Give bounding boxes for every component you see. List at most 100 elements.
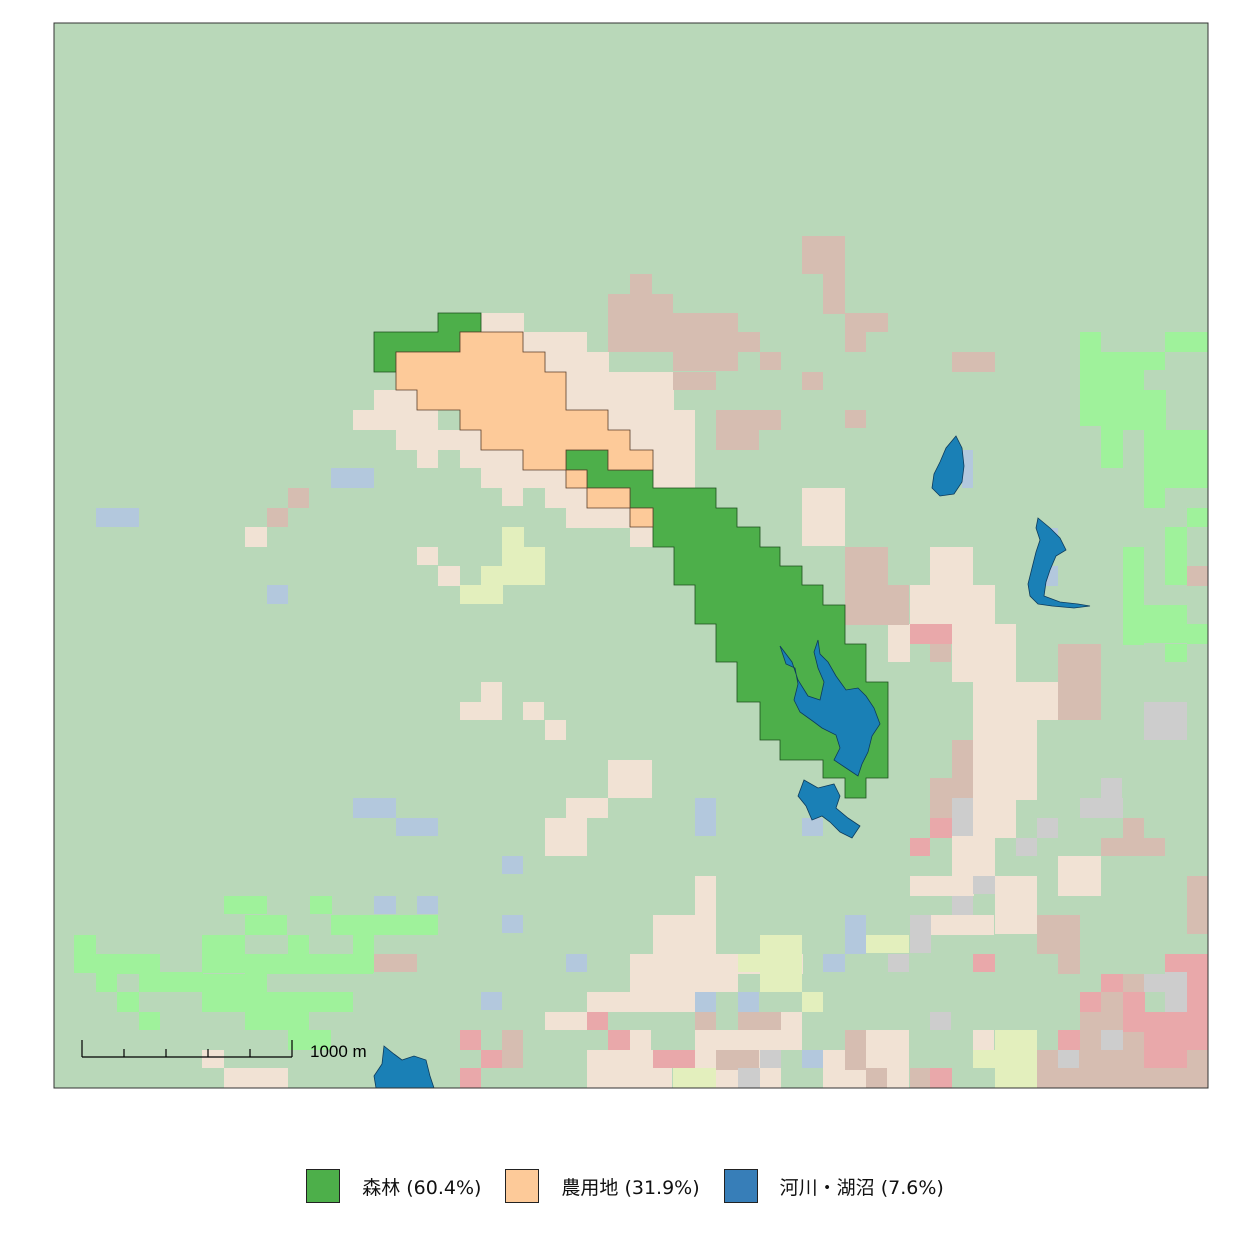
mosaic-cell-building <box>716 430 759 450</box>
mosaic-cell-other <box>888 954 909 972</box>
legend-label-farmland: 農用地 (31.9%) <box>561 1176 700 1199</box>
mosaic-cell-grass <box>1101 352 1144 430</box>
mosaic-cell-urban <box>1080 992 1101 1012</box>
mosaic-cell-urban <box>1123 992 1145 1032</box>
mosaic-cell-farmland <box>781 1012 802 1050</box>
mosaic-cell-urban <box>910 624 952 644</box>
mosaic-cell-water <box>802 818 823 836</box>
mosaic-cell-farmland <box>545 488 587 508</box>
mosaic-cell-farmland <box>1058 856 1101 896</box>
mosaic-cell-other <box>1101 778 1122 798</box>
mosaic-cell-grass <box>1165 644 1187 662</box>
mosaic-cell-building <box>845 547 888 585</box>
mosaic-cell-other <box>973 876 995 894</box>
mosaic-cell-building <box>845 410 866 428</box>
mosaic-cell-grass <box>1144 390 1166 430</box>
mosaic-cell-farmland <box>930 547 973 585</box>
mosaic-cell-building <box>1037 915 1080 954</box>
mosaic-cell-other <box>952 798 973 836</box>
legend-swatch-farmland <box>505 1169 540 1203</box>
legend-item-water: 河川・湖沼 (7.6%) <box>723 1169 944 1203</box>
mosaic-cell-farmland <box>545 818 587 856</box>
mosaic-cell-water <box>802 1050 823 1068</box>
mosaic-cell-building <box>374 954 417 972</box>
mosaic-cell-farmland <box>866 1030 909 1050</box>
mosaic-cell-farmland <box>545 352 609 372</box>
mosaic-cell-urban <box>1165 954 1208 972</box>
mosaic-cell-building <box>1058 644 1101 720</box>
mosaic-cell-wasteland <box>502 547 545 585</box>
mosaic-cell-grass <box>1187 508 1208 527</box>
mosaic-cell-farmland <box>396 430 460 450</box>
mosaic-cell-other <box>1165 972 1187 1012</box>
scale-bar-label: 1000 m <box>310 1042 367 1061</box>
mosaic-cell-building <box>608 294 673 332</box>
mosaic-cell-farmland <box>481 313 524 333</box>
mosaic-cell-grass <box>1101 430 1123 468</box>
mosaic-cell-farmland <box>353 410 438 430</box>
mosaic-cell-farmland <box>888 624 910 662</box>
mosaic-cell-other <box>1058 1050 1079 1068</box>
mosaic-cell-farmland <box>202 1050 224 1068</box>
mosaic-cell-farmland <box>523 332 587 352</box>
mosaic-cell-other <box>738 1068 760 1088</box>
mosaic-cell-farmland <box>417 450 438 468</box>
mosaic-cell-grass <box>288 1030 331 1050</box>
mosaic-cell-grass <box>1144 352 1165 370</box>
mosaic-cell-building <box>738 332 760 352</box>
mosaic-cell-water <box>396 818 438 836</box>
mosaic-cell-water <box>695 798 716 836</box>
mosaic-cell-building <box>930 644 951 662</box>
mosaic-cell-building <box>930 778 952 818</box>
mosaic-cell-farmland <box>910 585 995 625</box>
mosaic-cell-wasteland <box>738 954 760 972</box>
mosaic-cell-farmland <box>910 876 974 896</box>
mosaic-cell-building <box>695 1012 716 1030</box>
mosaic-cell-grass <box>1165 527 1187 585</box>
mosaic-cell-grass <box>331 915 438 935</box>
mosaic-cell-urban <box>587 1012 608 1030</box>
mosaic-cell-building <box>738 1012 781 1030</box>
mosaic-cell-urban <box>653 1050 695 1068</box>
mosaic-cell-grass <box>245 915 287 935</box>
mosaic-cell-wasteland <box>802 992 823 1012</box>
map-frame <box>53 22 1209 1089</box>
mosaic-cell-urban <box>930 1068 952 1088</box>
mosaic-cell-wasteland <box>673 1068 716 1088</box>
mosaic-cell-farmland <box>608 410 695 430</box>
mosaic-cell-grass <box>1187 624 1208 644</box>
mosaic-cell-grass <box>74 935 96 973</box>
mosaic-cell-urban <box>1187 972 1208 1012</box>
lake-northeast <box>931 435 965 497</box>
mosaic-cell-water <box>502 915 523 933</box>
lake-reservoir <box>779 639 881 777</box>
mosaic-cell-urban <box>1144 1050 1187 1068</box>
mosaic-cell-wasteland <box>866 935 909 953</box>
lake-small-south <box>797 779 861 839</box>
farmland-region <box>395 331 654 528</box>
mosaic-cell-grass <box>353 935 374 973</box>
mosaic-cell-farmland <box>653 450 695 488</box>
mosaic-cell-building <box>952 740 973 798</box>
mosaic-cell-farmland <box>802 488 845 546</box>
mosaic-cell-grass <box>310 896 332 914</box>
mosaic-cell-water <box>845 915 866 954</box>
mosaic-cell-urban <box>1144 1012 1208 1050</box>
mosaic-cell-grass <box>160 972 203 992</box>
mosaic-cell-grass <box>117 992 139 1012</box>
mosaic-cell-building <box>630 274 652 294</box>
mosaic-cell-grass <box>1144 488 1165 508</box>
legend-swatch-forest <box>306 1169 341 1203</box>
mosaic-cell-building <box>673 313 738 371</box>
lake-east <box>1027 517 1091 609</box>
mosaic-cell-grass <box>1144 430 1208 488</box>
mosaic-cell-building <box>845 585 909 625</box>
land-use-mosaic <box>74 236 1208 1088</box>
mosaic-cell-building <box>608 332 673 352</box>
mosaic-cell-wasteland <box>502 527 524 547</box>
mosaic-cell-building <box>1101 838 1165 856</box>
mosaic-cell-other <box>930 1012 951 1030</box>
mosaic-cell-farmland <box>608 760 652 798</box>
mosaic-cell-other <box>1080 798 1123 818</box>
